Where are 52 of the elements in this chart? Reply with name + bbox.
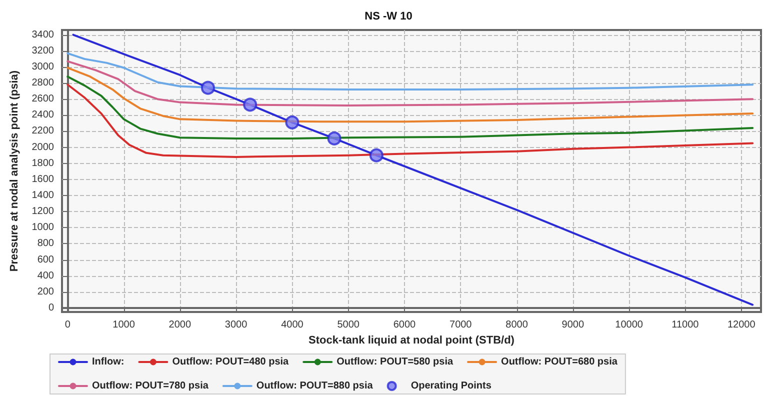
y-axis-title: Pressure at nodal analysis point (psia)	[8, 70, 20, 272]
legend-label: Inflow:	[92, 356, 124, 368]
y-tick-label: 2000	[32, 142, 54, 153]
y-tick-label: 2200	[32, 126, 54, 137]
y-tick-label: 800	[37, 238, 54, 250]
legend-label: Operating Points	[410, 380, 492, 392]
x-tick-label: 1000	[112, 320, 136, 330]
point	[285, 115, 300, 130]
x-tick-label: 5000	[337, 320, 360, 330]
y-tick-label: 1000	[32, 222, 54, 234]
y-tick-label: 2800	[32, 78, 54, 89]
x-tick-label: 7000	[450, 320, 472, 330]
y-tick-label: 2600	[32, 94, 54, 105]
x-tick-label: 6000	[393, 320, 416, 330]
y-tick-label: 2400	[32, 110, 54, 121]
line-series	[66, 66, 754, 123]
x-tick-label: 2000	[168, 320, 192, 330]
line-series	[66, 60, 754, 107]
point	[369, 148, 384, 162]
legend-label: Outflow: POUT=680 psia	[501, 356, 618, 368]
x-tick-label: 8000	[506, 320, 528, 330]
y-tick-label: 3000	[32, 61, 54, 72]
line-series	[72, 34, 754, 306]
point	[200, 80, 215, 95]
y-tick-label: 1600	[32, 174, 54, 185]
x-tick-label: 0	[64, 320, 71, 330]
legend-label: Outflow: POUT=580 psia	[336, 356, 454, 368]
x-tick-label: 9000	[562, 320, 584, 330]
x-tick-label: 12000	[727, 320, 756, 330]
y-tick-label: 200	[37, 286, 54, 298]
legend-label: Outflow: POUT=880 psia	[256, 380, 374, 392]
line-series	[66, 84, 754, 158]
point	[243, 98, 258, 112]
x-axis-title: Stock-tank liquid at nodal point (STB/d)	[308, 334, 515, 346]
legend-label: Outflow: POUT=480 psia	[172, 356, 290, 368]
y-tick-label: 1200	[32, 206, 54, 218]
y-tick-label: 1400	[32, 190, 54, 202]
x-tick-label: 4000	[281, 320, 304, 330]
y-tick-label: 3400	[32, 29, 54, 40]
y-tick-label: 3200	[32, 45, 54, 56]
x-tick-label: 10000	[615, 320, 644, 330]
line-series	[66, 52, 754, 90]
chart-title: NS -W 10	[364, 10, 412, 22]
y-tick-label: 400	[37, 270, 54, 282]
x-tick-label: 11000	[672, 320, 700, 330]
x-tick-label: 3000	[224, 320, 248, 330]
legend-label: Outflow: POUT=780 psia	[92, 380, 209, 392]
y-tick-label: 600	[37, 254, 54, 266]
y-tick-label: 0	[48, 302, 54, 314]
point	[327, 131, 342, 146]
line-series	[66, 76, 754, 140]
y-tick-label: 1800	[32, 158, 54, 169]
